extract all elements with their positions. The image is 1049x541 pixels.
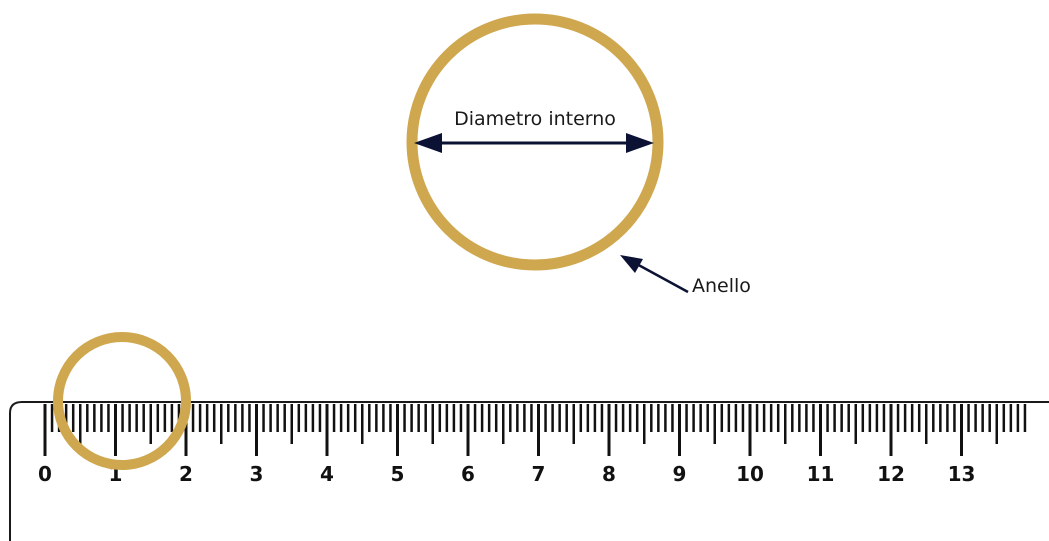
arrow-left-head: [414, 133, 442, 153]
ruler-outline: [9, 401, 1049, 541]
small-ring: [53, 332, 191, 470]
ruler-number: 7: [532, 462, 546, 486]
ruler-number: 4: [320, 462, 334, 486]
ruler-number: 3: [250, 462, 264, 486]
ruler-number: 13: [948, 462, 976, 486]
ruler-number: 2: [179, 462, 193, 486]
large-ring: [406, 13, 664, 271]
ring-label: Anello: [692, 275, 751, 297]
ruler-number: 9: [673, 462, 687, 486]
ruler-number: 11: [807, 462, 835, 486]
ruler-number: 6: [461, 462, 475, 486]
ruler-ticks: [43, 404, 1027, 456]
ruler-number: 8: [602, 462, 616, 486]
ruler-numbers: 0 1 2 3 4 5 6 7 8 9 10 11 12 13: [38, 462, 975, 486]
inner-diameter-label: Diametro interno: [454, 108, 616, 130]
ruler-number: 10: [736, 462, 764, 486]
ring-pointer-line: [632, 260, 689, 294]
ruler-number: 0: [38, 462, 52, 486]
ruler-number: 12: [877, 462, 905, 486]
ring-pointer-head: [620, 255, 643, 273]
ruler-number: 5: [391, 462, 405, 486]
arrow-right-head: [626, 133, 654, 153]
